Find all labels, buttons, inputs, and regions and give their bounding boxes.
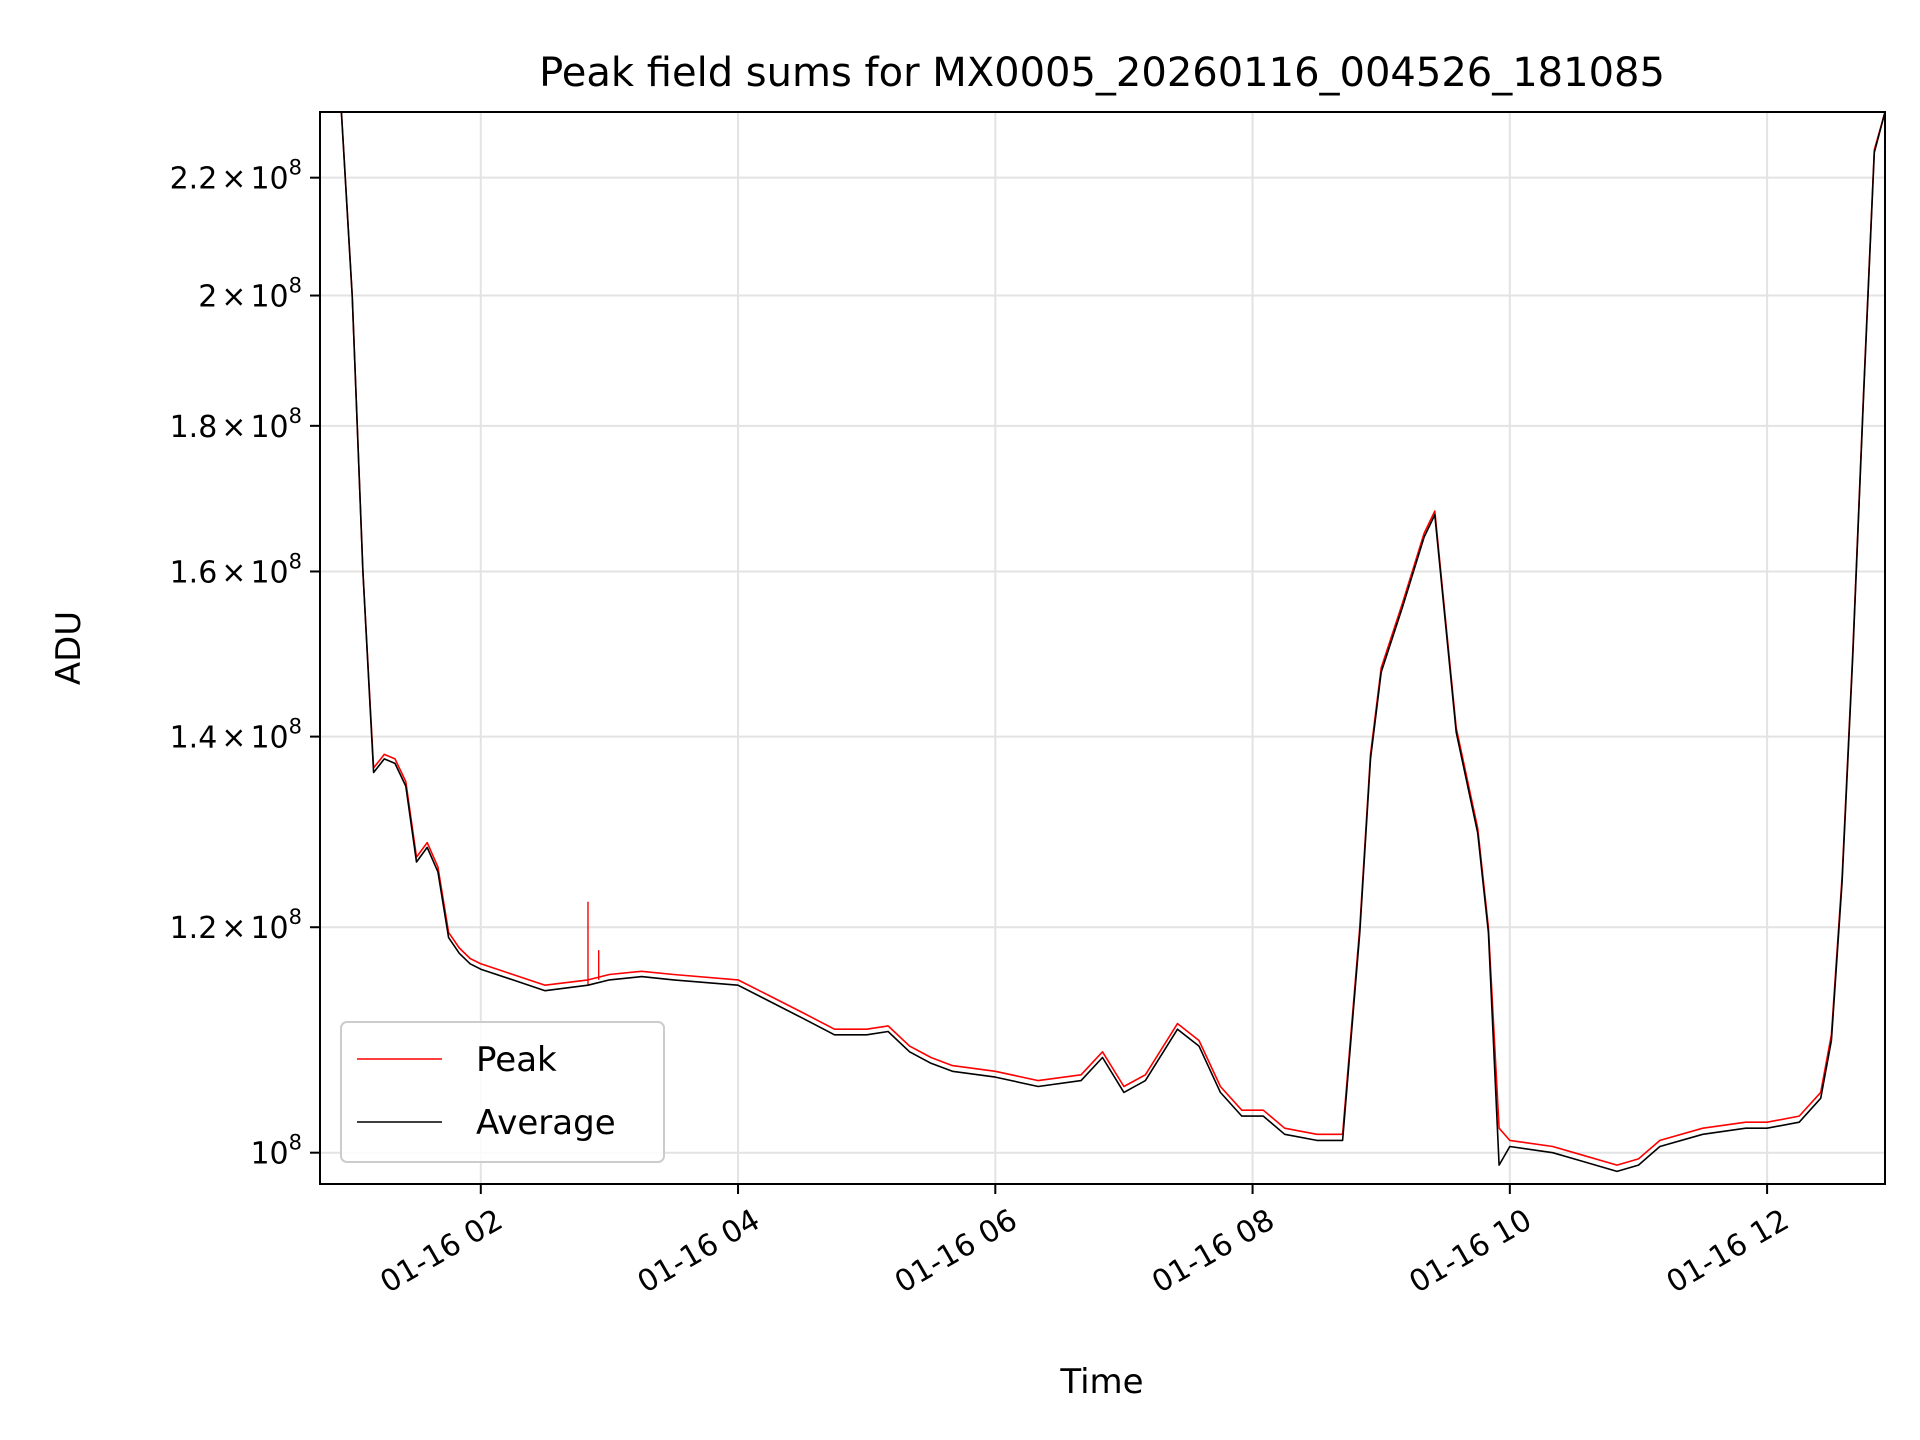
- legend: Peak Average: [340, 1021, 665, 1163]
- x-tick-label: 01-16 10: [1404, 1203, 1538, 1301]
- y-tick-label: 108: [250, 1131, 302, 1172]
- x-tick-label: 01-16 04: [632, 1203, 766, 1301]
- plot-area: [320, 112, 1885, 1173]
- series-line-average: [320, 112, 1885, 1173]
- y-tick-label: 1.8 × 108: [170, 404, 302, 445]
- y-tick-label: 1.2 × 108: [170, 905, 302, 946]
- legend-label-peak: Peak: [476, 1040, 557, 1080]
- series-line-peak: [320, 112, 1885, 1166]
- y-tick-label: 2 × 108: [198, 274, 302, 315]
- x-tick-label: 01-16 12: [1661, 1203, 1795, 1301]
- x-tick-label: 01-16 02: [374, 1203, 508, 1301]
- x-tick-label: 01-16 08: [1146, 1203, 1280, 1301]
- y-axis: 108 1.2 × 108 1.4 × 108 1.6 × 108 1.8 × 108 2 × 108 2.2 ×…: [170, 156, 320, 1172]
- legend-box: [340, 1021, 665, 1163]
- grid: [320, 112, 1885, 1184]
- x-tick-label: 01-16 06: [889, 1203, 1023, 1301]
- y-tick-label: 1.6 × 108: [170, 549, 302, 590]
- plot-frame: [319, 111, 1886, 1185]
- y-axis-label: ADU: [49, 611, 89, 685]
- chart-title: Peak field sums for MX0005_20260116_0045…: [539, 50, 1665, 96]
- y-tick-label: 1.4 × 108: [170, 715, 302, 756]
- x-axis-label: Time: [1059, 1362, 1143, 1402]
- x-axis: 01-16 02 01-16 04 01-16 06 01-16 08 01-16 10…: [374, 1184, 1795, 1300]
- legend-label-average: Average: [476, 1103, 616, 1143]
- y-tick-label: 2.2 × 108: [170, 156, 302, 197]
